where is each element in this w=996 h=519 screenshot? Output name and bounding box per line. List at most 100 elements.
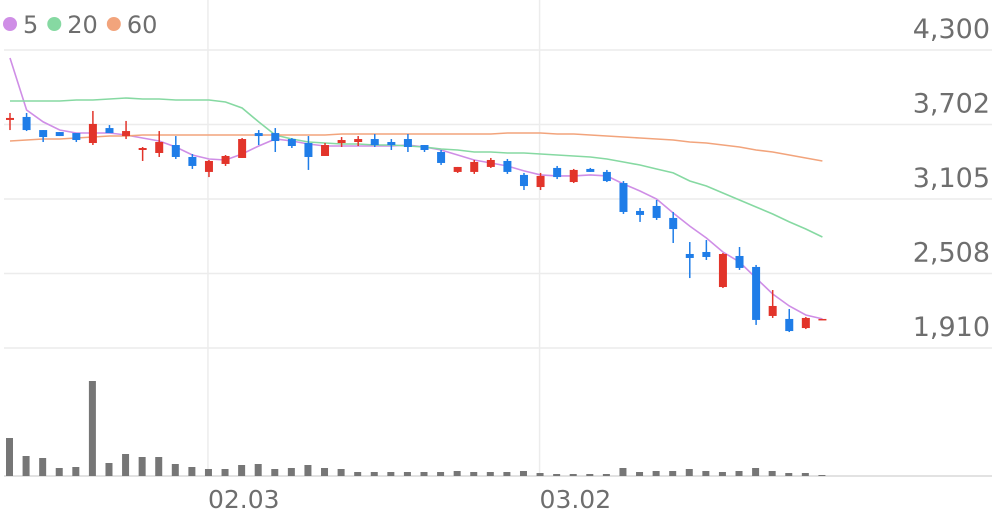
volume-bar [768, 471, 776, 476]
y-tick-label: 2,508 [913, 237, 990, 268]
candle-body [138, 148, 147, 150]
volume-bar [254, 464, 262, 476]
candle-body [271, 133, 280, 142]
candle-body [321, 145, 330, 156]
candle-body [602, 171, 611, 182]
candle-body [536, 175, 545, 188]
volume-bar [602, 474, 610, 476]
volume-bar [685, 469, 693, 476]
candle-body [752, 266, 761, 320]
volume-bar [22, 456, 30, 476]
ma-line [9, 57, 823, 320]
volume-bar [354, 472, 362, 476]
y-tick-label: 4,300 [913, 14, 990, 45]
candle-body [685, 253, 694, 258]
y-tick-label: 1,910 [913, 312, 990, 343]
volume-bar [55, 468, 63, 476]
volume-bar [519, 471, 527, 476]
volume-bar [204, 469, 212, 476]
volume-bar [337, 469, 345, 476]
volume-bar [238, 465, 246, 476]
candle-body [387, 142, 396, 146]
candle-body [470, 161, 479, 172]
volume-bar [387, 472, 395, 476]
candle-body [337, 140, 346, 144]
volume-bar [652, 471, 660, 476]
ma-line [10, 97, 823, 238]
legend-marker [47, 17, 62, 31]
volume-bar [155, 457, 163, 476]
volume-bar [271, 469, 279, 476]
legend-item: 20 [47, 11, 98, 39]
volume-bar [138, 457, 146, 476]
volume-bar [785, 473, 793, 476]
volume-bar [669, 471, 677, 476]
volume-bar [818, 475, 826, 476]
volume-bar [486, 472, 494, 476]
volume-bar [437, 472, 445, 476]
candle-body [72, 133, 81, 141]
candle-body [403, 139, 412, 148]
volume-bar [503, 472, 511, 476]
legend-item: 5 [3, 11, 38, 39]
volume-bar [586, 474, 594, 476]
volume-bar [453, 471, 461, 476]
volume-bar [619, 468, 627, 476]
candle-body [768, 305, 777, 316]
candle-body [287, 139, 296, 147]
candle-body [636, 210, 645, 215]
candle-body [105, 128, 114, 134]
volume-bar [39, 458, 47, 476]
volume-bar [569, 474, 577, 476]
volume-bar [470, 472, 478, 476]
candle-body [420, 145, 429, 150]
volume-bar [188, 467, 196, 476]
candle-body [354, 139, 363, 143]
candle-body [304, 143, 313, 157]
y-tick-label: 3,105 [913, 163, 990, 194]
candle-body [6, 117, 14, 120]
legend-item: 60 [106, 11, 158, 39]
candle-body [221, 155, 230, 164]
candle-body [801, 317, 810, 329]
volume-bar [122, 454, 130, 476]
volume-bar [536, 473, 544, 476]
volume-bar [105, 463, 113, 476]
candle-body [586, 168, 595, 172]
volume-bar [553, 474, 561, 476]
volume-bar [287, 468, 295, 476]
volume-bar [370, 472, 378, 476]
candle-body [702, 251, 711, 257]
candle-body [254, 133, 263, 137]
candle-body [155, 142, 164, 153]
legend-marker [106, 17, 121, 31]
legend-label: 20 [67, 11, 98, 39]
candle-body [569, 169, 578, 183]
candle-body [785, 318, 794, 332]
candle-body [519, 174, 528, 187]
volume-bar [304, 465, 312, 476]
candle-body [238, 139, 247, 158]
candle-body [55, 132, 64, 137]
volume-bar [88, 381, 96, 476]
legend-marker [3, 17, 17, 31]
candle-body [88, 123, 97, 144]
candle-body [204, 160, 213, 172]
legend-label: 60 [127, 11, 158, 39]
volume-bar [752, 468, 760, 476]
legend-label: 5 [23, 11, 38, 39]
volume-bar [403, 472, 411, 476]
candle-body [486, 159, 495, 167]
volume-bar [321, 468, 329, 476]
candle-body [652, 205, 661, 218]
volume-bar [420, 472, 428, 476]
volume-bar [718, 472, 726, 476]
candle-body [735, 255, 744, 268]
volume-bar [171, 464, 179, 476]
candle-body [818, 318, 827, 321]
y-tick-label: 3,702 [913, 89, 990, 120]
volume-bar [801, 473, 809, 476]
candle-body [370, 139, 379, 146]
volume-bar [735, 471, 743, 476]
